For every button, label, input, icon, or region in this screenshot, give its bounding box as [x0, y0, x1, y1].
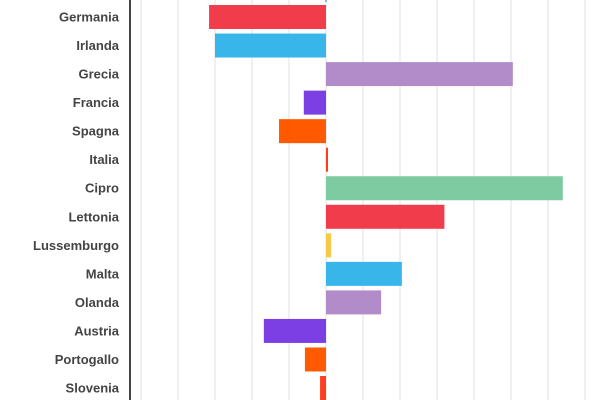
- category-label: Germania: [59, 10, 120, 25]
- category-label: Olanda: [75, 295, 120, 310]
- bar-grecia: [326, 62, 513, 87]
- bar-irlanda: [215, 33, 326, 58]
- bar-italia: [326, 147, 328, 172]
- category-label: Grecia: [79, 67, 120, 82]
- category-label: Malta: [86, 266, 120, 281]
- bar-lettonia: [326, 204, 445, 229]
- category-label: Spagna: [72, 124, 120, 139]
- category-label: Francia: [73, 95, 120, 110]
- bar-cipro: [326, 176, 563, 201]
- bar-portogallo: [304, 347, 326, 372]
- category-label: Cipro: [85, 181, 119, 196]
- category-label: Austria: [74, 323, 120, 338]
- category-label: Italia: [89, 152, 119, 167]
- bar-slovenia: [320, 376, 326, 400]
- bar-spagna: [279, 119, 326, 144]
- bar-lussemburgo: [326, 233, 332, 258]
- bar-olanda: [326, 290, 382, 315]
- bar-francia: [303, 90, 326, 115]
- category-label: Lussemburgo: [33, 238, 119, 253]
- category-label: Slovenia: [66, 381, 120, 396]
- category-label: Lettonia: [68, 209, 119, 224]
- bar-germania: [209, 5, 326, 29]
- bar-austria: [263, 318, 326, 343]
- category-label: Portogallo: [55, 352, 119, 367]
- category-label: Irlanda: [76, 38, 119, 53]
- bar-partial-top: [325, 0, 327, 2]
- bar-malta: [326, 261, 402, 286]
